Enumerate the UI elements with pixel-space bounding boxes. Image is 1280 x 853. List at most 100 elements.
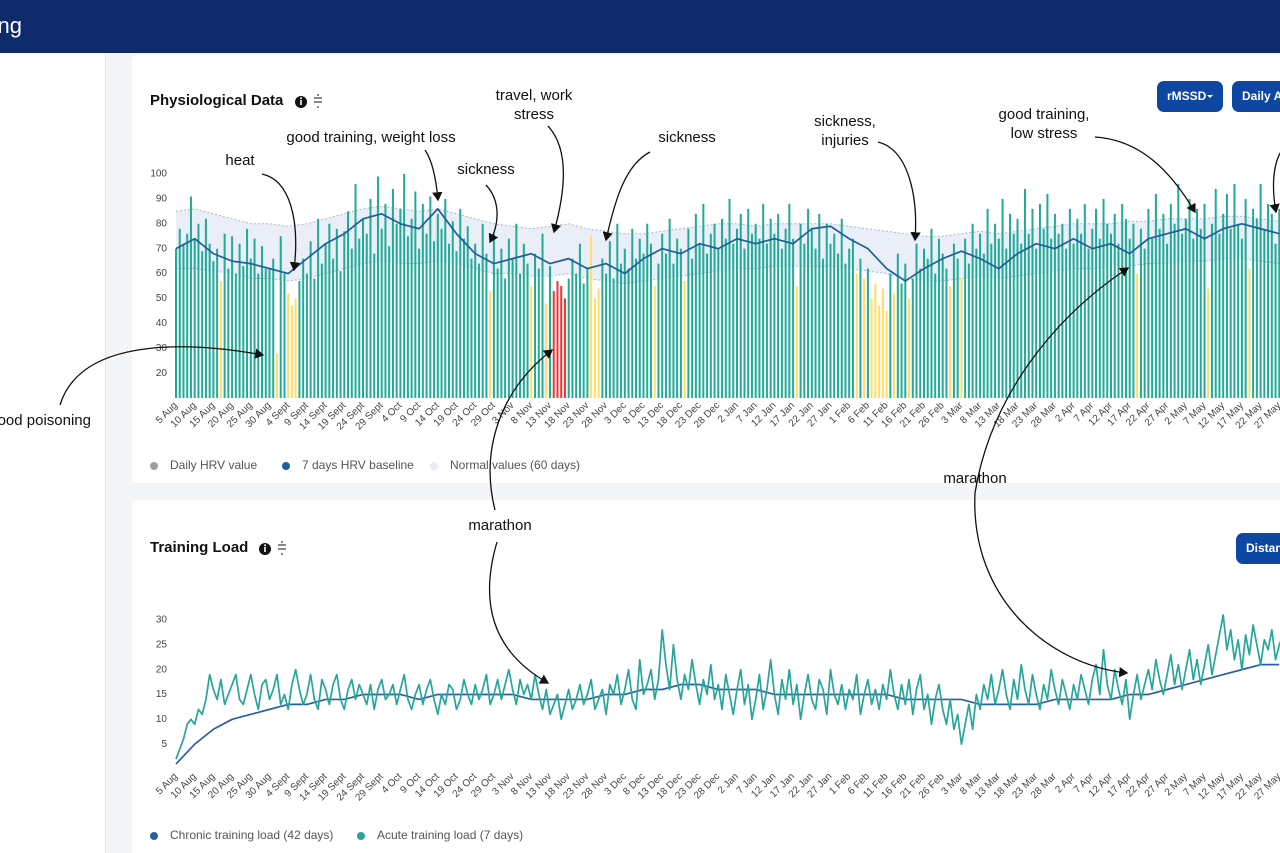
bar bbox=[795, 286, 798, 398]
bar bbox=[462, 238, 465, 398]
legend-dot bbox=[282, 462, 290, 470]
bar bbox=[339, 271, 342, 398]
bar bbox=[777, 213, 780, 398]
bar bbox=[560, 286, 563, 398]
bar bbox=[829, 243, 832, 398]
bar bbox=[380, 228, 383, 398]
bar bbox=[249, 258, 252, 398]
bar bbox=[567, 278, 570, 398]
bar bbox=[459, 208, 462, 398]
sidebar bbox=[0, 53, 105, 853]
annotation: sickness bbox=[658, 129, 716, 146]
bar bbox=[1080, 233, 1083, 398]
bar bbox=[466, 226, 469, 398]
bar bbox=[1214, 188, 1217, 398]
info-icon[interactable] bbox=[295, 96, 307, 108]
legend-label: Normal values (60 days) bbox=[450, 458, 580, 472]
bar bbox=[724, 238, 727, 398]
bar bbox=[717, 248, 720, 398]
bar bbox=[1151, 238, 1154, 398]
bar bbox=[448, 243, 451, 398]
bar bbox=[605, 273, 608, 398]
bar bbox=[189, 196, 192, 398]
bar bbox=[515, 223, 518, 398]
bar bbox=[433, 241, 436, 398]
bar bbox=[818, 213, 821, 398]
bar bbox=[223, 233, 226, 398]
bar bbox=[851, 238, 854, 398]
sort-icon[interactable] bbox=[278, 541, 286, 555]
series-line bbox=[175, 614, 1280, 760]
bar bbox=[713, 223, 716, 398]
bar bbox=[702, 203, 705, 398]
sort-icon[interactable] bbox=[314, 94, 322, 108]
bar bbox=[204, 218, 207, 398]
button[interactable]: Distan bbox=[1236, 533, 1280, 564]
bar bbox=[575, 273, 578, 398]
button-label: rMSSD bbox=[1167, 89, 1207, 103]
bar bbox=[563, 298, 566, 398]
bar bbox=[1098, 238, 1101, 398]
bar bbox=[679, 248, 682, 398]
bar bbox=[358, 238, 361, 398]
bar bbox=[1222, 213, 1225, 398]
bar bbox=[492, 233, 495, 398]
bar bbox=[234, 273, 237, 398]
bar bbox=[1244, 198, 1247, 398]
bar bbox=[736, 228, 738, 398]
bar bbox=[290, 305, 293, 398]
y-tick-label: 5 bbox=[161, 739, 167, 750]
bar bbox=[549, 266, 551, 398]
button-bg bbox=[1236, 533, 1280, 564]
bar bbox=[1267, 203, 1270, 398]
bar bbox=[526, 263, 529, 398]
y-tick-label: 70 bbox=[156, 243, 168, 254]
bar bbox=[369, 198, 372, 398]
bar bbox=[541, 233, 544, 398]
annotation: low stress bbox=[1011, 125, 1078, 142]
card bbox=[132, 500, 1280, 853]
bar bbox=[1113, 213, 1116, 398]
bar bbox=[672, 263, 675, 398]
bar bbox=[362, 218, 364, 398]
bar bbox=[627, 268, 630, 398]
annotation: marathon bbox=[943, 470, 1006, 487]
bar bbox=[814, 248, 817, 398]
bar bbox=[833, 233, 836, 398]
bar bbox=[208, 243, 211, 398]
bar bbox=[923, 248, 925, 398]
bar bbox=[395, 223, 398, 398]
button[interactable]: Daily Ac bbox=[1232, 81, 1280, 112]
bar bbox=[893, 293, 896, 398]
series-line bbox=[175, 207, 1280, 282]
bar bbox=[1169, 203, 1172, 398]
bar bbox=[332, 258, 335, 398]
info-icon[interactable] bbox=[259, 543, 271, 555]
bar bbox=[799, 223, 802, 398]
bar bbox=[1233, 183, 1236, 398]
bar bbox=[601, 258, 604, 398]
bar bbox=[384, 203, 387, 398]
bar bbox=[470, 258, 473, 398]
bar bbox=[253, 238, 256, 398]
bar bbox=[1009, 213, 1012, 398]
bar bbox=[388, 246, 391, 398]
bar bbox=[608, 241, 611, 398]
bar bbox=[825, 223, 828, 398]
legend-dot bbox=[430, 462, 438, 470]
bar bbox=[855, 273, 858, 398]
button[interactable]: rMSSD bbox=[1157, 81, 1223, 112]
bar bbox=[934, 273, 937, 398]
bar bbox=[1166, 243, 1169, 398]
bar bbox=[474, 243, 477, 398]
bar bbox=[1121, 203, 1124, 398]
bar bbox=[1065, 248, 1068, 398]
bar bbox=[1016, 218, 1019, 398]
bar bbox=[739, 213, 742, 398]
annotation: heat bbox=[225, 152, 255, 169]
bar bbox=[1020, 243, 1023, 398]
bar bbox=[1087, 248, 1090, 398]
bar bbox=[309, 241, 312, 398]
bar bbox=[1001, 198, 1004, 398]
bar bbox=[590, 236, 593, 398]
